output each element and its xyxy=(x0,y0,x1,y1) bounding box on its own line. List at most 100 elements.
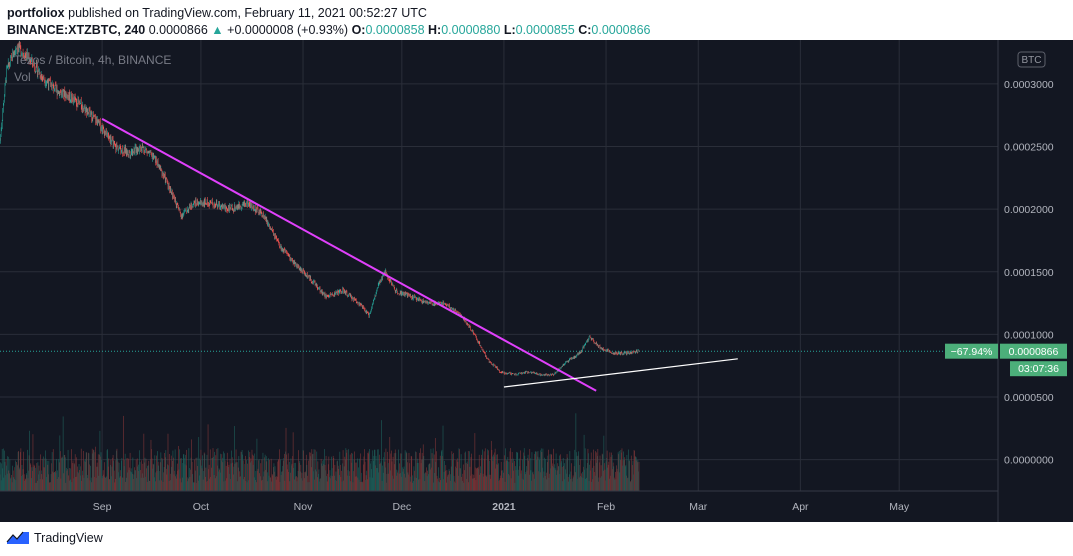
price-badge-text: 0.0000866 xyxy=(1009,346,1059,358)
tradingview-brand[interactable]: TradingView xyxy=(34,531,103,545)
volume-bar xyxy=(614,479,616,491)
volume-bar xyxy=(283,457,285,491)
volume-bar xyxy=(551,454,553,491)
volume-bar xyxy=(179,449,180,491)
volume-bar xyxy=(11,482,13,491)
volume-bar xyxy=(306,464,308,491)
volume-bar xyxy=(58,462,60,491)
volume-bar xyxy=(213,456,214,491)
volume-bar xyxy=(251,449,253,491)
volume-bar xyxy=(7,456,9,491)
volume-bar xyxy=(33,464,35,491)
volume-bar xyxy=(360,453,362,491)
volume-bar xyxy=(552,463,554,491)
volume-bar xyxy=(130,471,132,491)
volume-bar xyxy=(552,448,554,491)
volume-bar xyxy=(618,450,620,491)
volume-bar xyxy=(436,475,438,491)
volume-bar xyxy=(18,467,20,491)
volume-bar xyxy=(613,466,615,491)
volume-bar xyxy=(524,474,526,491)
volume-bar xyxy=(30,464,32,491)
footer: TradingView xyxy=(0,522,1073,556)
currency-badge[interactable]: BTC xyxy=(1017,51,1046,68)
volume-bar xyxy=(426,467,427,491)
volume-bar xyxy=(226,478,228,491)
volume-bar xyxy=(202,455,203,491)
chart-canvas[interactable]: 0.0003000 0.0002500 0.0002000 0.0001500 0.00… xyxy=(0,40,1073,522)
volume-bar xyxy=(251,460,252,491)
volume-bar xyxy=(475,467,476,491)
volume-bar xyxy=(446,470,448,491)
volume-bar xyxy=(235,462,236,491)
volume-bar xyxy=(100,456,101,491)
volume-bar xyxy=(214,478,216,491)
volume-bar xyxy=(163,472,164,491)
volume-bar xyxy=(400,453,402,491)
volume-bar xyxy=(244,464,246,491)
volume-bar xyxy=(487,455,489,491)
volume-bar xyxy=(86,452,88,491)
volume-bar xyxy=(504,481,506,491)
volume-bar xyxy=(571,463,572,491)
volume-bar xyxy=(5,459,7,491)
volume-bar xyxy=(186,449,187,491)
volume-bar xyxy=(12,470,14,491)
volume-bar xyxy=(604,463,605,491)
volume-bar xyxy=(260,463,262,491)
volume-bar xyxy=(318,473,319,491)
volume-bar xyxy=(336,461,338,491)
volume-bar xyxy=(181,458,183,491)
volume-bar xyxy=(40,470,42,491)
volume-bar xyxy=(618,454,620,491)
volume-bar xyxy=(413,481,414,491)
volume-bar xyxy=(67,449,69,491)
volume-bar xyxy=(164,457,166,491)
volume-bar xyxy=(95,477,97,491)
volume-bar xyxy=(179,478,181,491)
volume-bar xyxy=(39,470,40,491)
volume-bar xyxy=(527,454,529,491)
volume-bar xyxy=(241,452,242,491)
volume-bar xyxy=(495,454,497,491)
volume-bar xyxy=(314,479,315,491)
volume-bar xyxy=(156,470,158,491)
volume-bar xyxy=(90,477,92,491)
volume-bar xyxy=(273,463,275,491)
volume-bar xyxy=(180,458,181,491)
volume-bar xyxy=(13,477,15,491)
price-axis[interactable]: 0.0003000 0.0002500 0.0002000 0.0001500 0.00… xyxy=(1004,79,1054,467)
volume-bar xyxy=(17,465,18,491)
volume-bar xyxy=(198,437,200,491)
volume-bar xyxy=(271,481,273,491)
volume-bar xyxy=(459,449,460,491)
volume-bar xyxy=(377,449,379,491)
volume-bar xyxy=(41,479,43,491)
low-value: 0.0000855 xyxy=(515,23,575,37)
volume-bar xyxy=(103,462,105,491)
volume-bar xyxy=(38,465,40,491)
volume-bar xyxy=(187,481,189,491)
volume-bar xyxy=(35,482,37,491)
volume-bar xyxy=(159,471,161,491)
volume-bar xyxy=(255,470,257,491)
volume-bar xyxy=(547,455,549,491)
volume-bar xyxy=(434,473,436,491)
author-name[interactable]: portfoliox xyxy=(7,6,65,20)
volume-bar xyxy=(528,474,530,491)
volume-bar xyxy=(561,460,562,491)
volume-bar xyxy=(427,474,429,491)
currency-badge-text: BTC xyxy=(1022,55,1042,66)
volume-bar xyxy=(316,477,318,491)
volume-bar xyxy=(563,465,565,491)
volume-bar xyxy=(560,462,562,491)
volume-bar xyxy=(607,467,609,491)
volume-bar xyxy=(343,480,344,491)
volume-bar xyxy=(185,465,187,491)
volume-bar xyxy=(590,460,592,491)
volume-bar xyxy=(347,475,348,491)
volume-bar xyxy=(358,467,359,491)
volume-bar xyxy=(131,473,133,491)
volume-bar xyxy=(455,466,456,491)
time-axis[interactable]: Sep Oct Nov Dec 2021 Feb Mar Apr May xyxy=(93,501,910,513)
